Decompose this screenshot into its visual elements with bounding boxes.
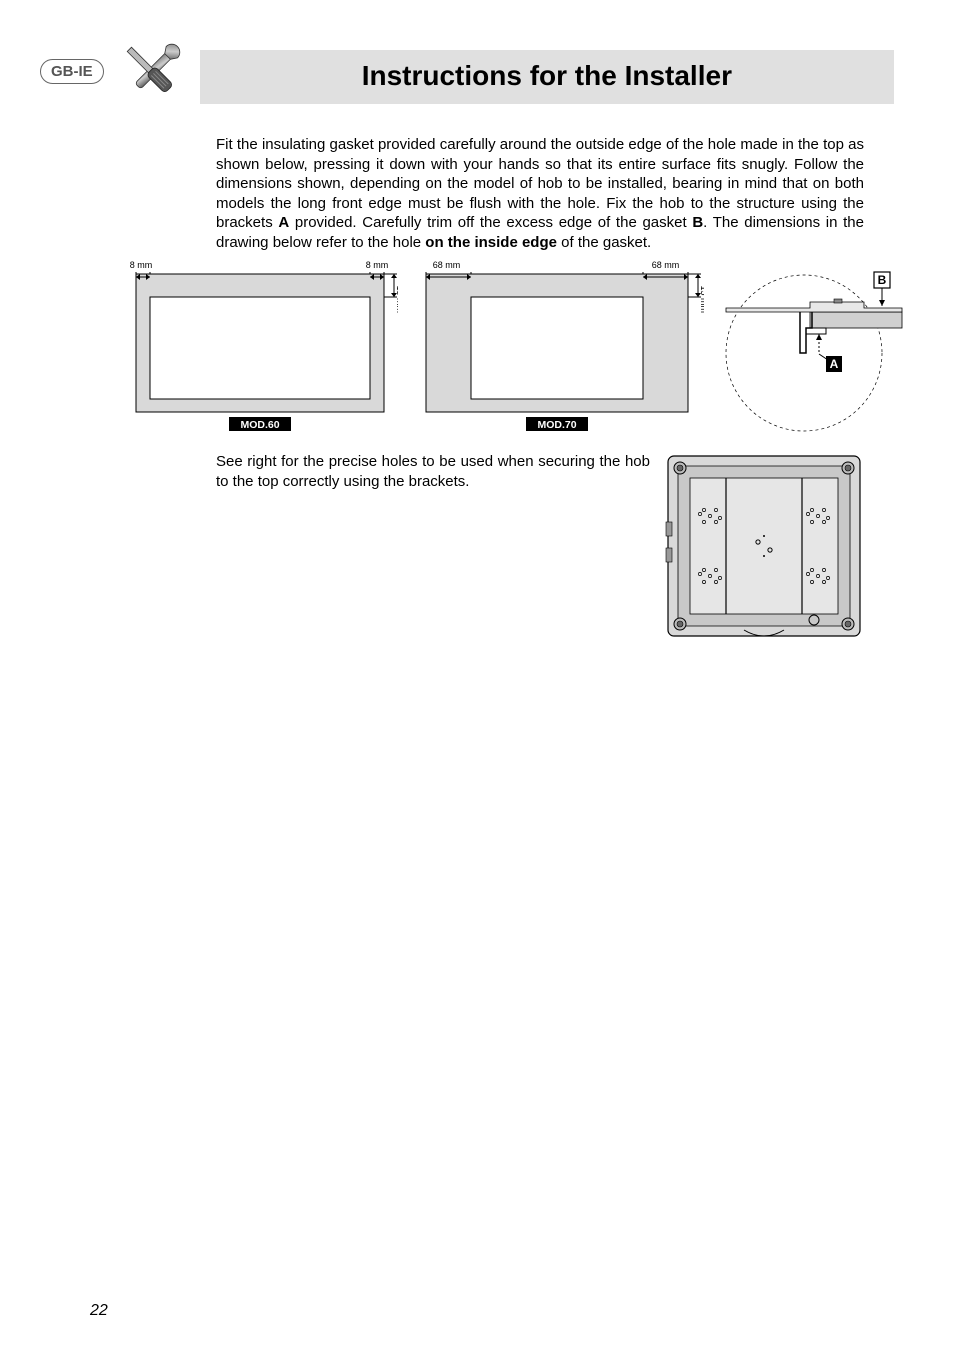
header-row: GB-IE Instru	[40, 40, 894, 113]
diagrams-row: 8 mm 8 mm 15 mm MOD.60 68 mm 68 mm 15 mm MOD.7…	[118, 256, 894, 434]
page-number: 22	[90, 1302, 108, 1320]
diagram-holes	[664, 452, 864, 645]
tools-icon	[116, 36, 188, 113]
svg-text:68 mm: 68 mm	[433, 260, 461, 270]
main-paragraph: Fit the insulating gasket provided caref…	[216, 135, 864, 252]
svg-text:MOD.60: MOD.60	[240, 419, 279, 431]
svg-text:15 mm: 15 mm	[699, 286, 704, 314]
svg-text:MOD.70: MOD.70	[537, 419, 576, 431]
second-row: See right for the precise holes to be us…	[216, 452, 864, 645]
second-paragraph: See right for the precise holes to be us…	[216, 452, 650, 645]
language-badge: GB-IE	[40, 59, 104, 84]
diagram-mod70: 68 mm 68 mm 15 mm MOD.70	[408, 256, 704, 434]
diagram-mod60: 8 mm 8 mm 15 mm MOD.60	[118, 256, 398, 434]
svg-text:15 mm: 15 mm	[395, 286, 398, 314]
svg-text:68 mm: 68 mm	[652, 260, 680, 270]
svg-text:B: B	[878, 273, 887, 287]
svg-text:8 mm: 8 mm	[366, 260, 389, 270]
svg-text:8 mm: 8 mm	[130, 260, 153, 270]
svg-text:A: A	[830, 357, 839, 371]
page-title: Instructions for the Installer	[200, 50, 894, 104]
diagram-cross-section: BA	[714, 258, 914, 434]
